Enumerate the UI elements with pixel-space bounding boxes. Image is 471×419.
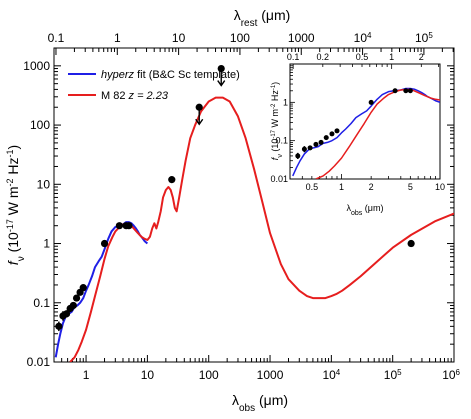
main-data-point <box>168 176 176 184</box>
inset-x-tick-label: 0.5 <box>306 182 319 192</box>
inset-data-point <box>307 145 313 151</box>
main-data-point <box>62 310 71 318</box>
inset-series-group <box>292 87 440 179</box>
y-tick-label: 0.1 <box>33 296 50 310</box>
inset-top-tick-label: 0.5 <box>356 52 369 62</box>
top-tick-label: 100 <box>230 31 250 45</box>
main-data-point <box>72 294 81 302</box>
inset-data-point <box>403 88 409 94</box>
main-plot-frame <box>53 47 455 363</box>
top-tick-label: 104 <box>354 31 372 46</box>
inset-data-point <box>392 88 398 94</box>
inset-data-point <box>368 99 374 105</box>
inset-x-tick-label: 1 <box>339 182 344 192</box>
y-tick-label: 10 <box>37 177 51 191</box>
x-tick-label: 106 <box>442 368 460 383</box>
inset-y-tick-label: 0.1 <box>275 136 288 146</box>
main-data-point <box>407 239 415 248</box>
inset-data-point <box>313 141 319 147</box>
main-data-point <box>115 222 124 230</box>
top-tick-label: 1 <box>114 31 121 45</box>
top-tick-label: 105 <box>415 31 433 46</box>
y-tick-label: 1000 <box>23 59 50 73</box>
upper-limit-point <box>217 64 225 73</box>
inset-data-point <box>329 131 335 137</box>
inset-frame <box>289 63 441 180</box>
upper-limit-arrowhead <box>217 80 226 87</box>
upper-limit-point <box>195 103 203 111</box>
inset-data-point <box>323 135 329 141</box>
inset-m82-line <box>315 88 440 179</box>
y-axis-title: fν (10-17 W m-2 Hz-1) <box>5 145 27 265</box>
y-tick-label: 1 <box>43 237 50 251</box>
main-data-point <box>125 222 133 230</box>
inset-x-tick-label: 10 <box>435 182 445 192</box>
x-axis-title: λobs (μm) <box>232 392 288 414</box>
x-tick-label: 104 <box>322 368 340 383</box>
x-tick-label: 10 <box>141 368 155 382</box>
top-tick-label: 1000 <box>288 31 315 45</box>
top-tick-label: 10 <box>172 31 186 45</box>
inset-y-tick-label: 0.01 <box>270 174 288 184</box>
inset-top-tick-label: 0.2 <box>317 52 330 62</box>
y-tick-label: 0.01 <box>27 355 51 369</box>
main-m82-line <box>69 96 454 362</box>
main-data-point <box>100 239 109 248</box>
inset-hyperz-line <box>292 87 440 177</box>
legend-label-m82: M 82 z = 2.23 <box>101 90 169 102</box>
y-tick-label: 100 <box>30 118 50 132</box>
inset-data-point <box>318 139 324 145</box>
inset-data-point <box>295 153 301 159</box>
inset-y-tick-label: 1 <box>283 97 288 107</box>
inset-x-tick-label: 5 <box>408 182 413 192</box>
main-data-point <box>69 301 77 310</box>
x-tick-label: 1000 <box>257 368 284 382</box>
x-tick-label: 105 <box>384 368 402 383</box>
inset-top-tick-label: 1 <box>389 52 394 62</box>
legend-label-hyperz: hyperz fit (B&C Sc template) <box>101 69 240 81</box>
inset-top-tick-label: 0.1 <box>287 52 300 62</box>
inset-data-point <box>301 146 307 152</box>
inset-x-tick-label: 2 <box>369 182 374 192</box>
main-data-point <box>55 322 63 330</box>
inset-top-tick-label: 2 <box>419 52 424 62</box>
inset-tick-labels: 0.5 1 2 5 10 0.1 0.2 0.5 1 2 0.01 0.1 1 <box>270 52 445 192</box>
inset-data-point <box>334 128 340 134</box>
top-axis-title: λrest (μm) <box>234 7 291 29</box>
x-tick-label: 100 <box>199 368 219 382</box>
main-data-point <box>79 284 87 292</box>
legend: hyperz fit (B&C Sc template) M 82 z = 2.… <box>68 69 240 102</box>
inset-data-point <box>407 88 413 94</box>
inset-x-axis-title: λobs (μm) <box>347 203 384 217</box>
top-tick-label: 0.1 <box>48 31 65 45</box>
main-points-group <box>55 64 415 332</box>
inset-axis-ticks <box>289 63 441 180</box>
inset-y-axis-title: fν (10-17 W m-2 Hz-1) <box>270 82 284 160</box>
x-tick-label: 1 <box>83 368 90 382</box>
upper-limit-arrowhead <box>195 118 204 126</box>
inset-points-group <box>295 88 413 159</box>
